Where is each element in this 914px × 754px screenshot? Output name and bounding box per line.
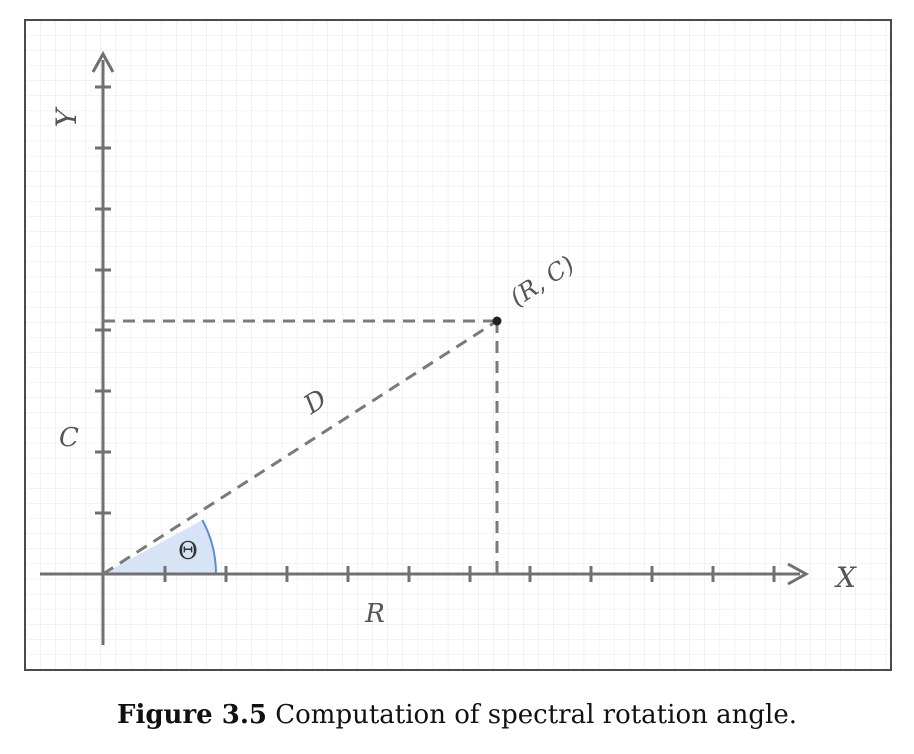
figure-caption: Figure 3.5 Computation of spectral rotat… (0, 700, 914, 730)
x-axis-ticks (163, 566, 776, 582)
figure-number: Figure 3.5 (117, 700, 267, 730)
x-axis (40, 562, 810, 586)
y-axis-ticks (95, 85, 111, 515)
vertical-leg-label: C (59, 423, 79, 453)
x-axis-arrowhead (787, 562, 810, 586)
horizontal-leg-label: R (364, 599, 385, 629)
point-rc-marker (492, 316, 502, 326)
angle-sector (103, 520, 217, 574)
hypotenuse-dashed-line (102, 319, 498, 576)
x-axis-label: X (834, 561, 857, 594)
diagram-frame (24, 19, 892, 671)
angle-arc (201, 519, 218, 575)
figure-caption-text: Computation of spectral rotation angle. (275, 700, 797, 730)
angle-label: Θ (178, 537, 198, 565)
y-axis-label: Y (50, 106, 83, 127)
y-axis (91, 50, 115, 645)
y-axis-arrowhead (91, 50, 115, 73)
